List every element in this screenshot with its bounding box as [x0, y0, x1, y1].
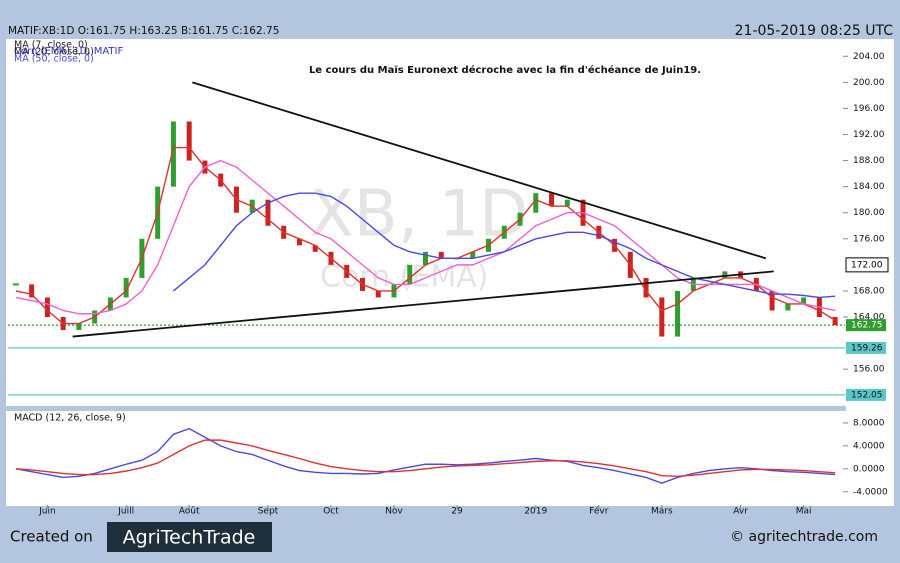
candle — [170, 121, 176, 187]
candle — [423, 251, 428, 265]
y-tick-label: 196.00 — [853, 104, 885, 114]
y-tick-label: 164.00 — [853, 313, 885, 323]
ma-line — [15, 146, 836, 325]
level-label: 159.26 — [851, 343, 883, 353]
macd-line — [15, 439, 836, 477]
trendline — [72, 270, 774, 338]
y-tick-label: 176.00 — [853, 234, 885, 244]
level-box — [846, 341, 886, 354]
level-label: 172.00 — [851, 260, 883, 270]
candle — [123, 277, 129, 298]
candle — [470, 251, 476, 259]
y-tick-label: 8.0000 — [853, 418, 885, 428]
level-box — [846, 388, 886, 401]
legend-entry: MA (20, close, 0) — [14, 47, 94, 58]
timestamp: 21-05-2019 08:25 UTC — [735, 23, 894, 39]
candle — [675, 290, 681, 337]
x-tick-label: 2019 — [524, 507, 547, 517]
candle — [29, 284, 35, 298]
y-tick-label: 4.0000 — [853, 441, 885, 451]
candle — [265, 199, 271, 226]
candle — [407, 264, 413, 285]
candle — [706, 277, 712, 279]
price-panel — [6, 39, 846, 406]
y-tick-label: 200.00 — [853, 78, 885, 88]
level-box — [846, 319, 886, 332]
brand: AgriTechTrade — [123, 527, 256, 549]
trendline — [192, 81, 767, 260]
x-tick-label: Mai — [796, 507, 812, 517]
x-tick-label: Juin — [38, 507, 56, 517]
x-tick-label: Juill — [117, 507, 134, 517]
y-tick-label: 0.0000 — [853, 464, 885, 474]
macd-panel — [6, 411, 846, 506]
x-tick-label: Août — [179, 507, 200, 517]
axis-panel — [846, 39, 894, 506]
candle — [438, 251, 444, 259]
ma-line — [172, 192, 836, 299]
y-tick-label: 188.00 — [853, 156, 885, 166]
candle — [533, 193, 539, 213]
y-tick-label: 180.00 — [853, 208, 885, 218]
candle — [549, 193, 555, 207]
watermark: XB, 1D — [310, 178, 528, 252]
x-tick-label: Avr — [733, 507, 748, 517]
legend-entry: MA (50, close, 0) — [14, 54, 94, 65]
candle — [44, 297, 50, 318]
candle — [76, 323, 82, 331]
macd-title: MACD (12, 26, close, 9) — [14, 413, 126, 424]
candle — [375, 290, 381, 298]
site: © agritechtrade.com — [730, 529, 878, 545]
candle — [832, 317, 838, 326]
level-label: 152.05 — [851, 390, 883, 400]
macd-line — [15, 427, 836, 484]
level-box — [845, 257, 889, 273]
x-tick-label: Mars — [651, 507, 673, 517]
y-tick-label: 204.00 — [853, 52, 885, 62]
x-tick-label: Oct — [323, 507, 339, 517]
y-tick-label: 184.00 — [853, 182, 885, 192]
y-tick-label: 156.00 — [853, 365, 885, 375]
x-tick-label: Nov — [385, 507, 403, 517]
candle — [296, 238, 302, 246]
y-tick-label: -4.0000 — [853, 487, 888, 497]
candle — [643, 277, 649, 298]
logo — [107, 522, 272, 552]
candle — [785, 303, 791, 311]
x-tick-label: 29 — [451, 507, 463, 517]
created-on: Created on — [10, 528, 93, 546]
legend-entry: MA (7, close, 0) — [14, 40, 88, 51]
x-tick-label: Févr — [589, 506, 609, 517]
candle — [769, 290, 775, 311]
symbol-label: Corn (EMA) 1D, MATIF — [14, 46, 123, 57]
candle — [801, 297, 807, 304]
header: MATIF:XB:1D O:161.75 H:163.25 B:161.75 C… — [8, 25, 279, 37]
candle — [312, 245, 318, 252]
y-tick-label: 168.00 — [853, 286, 885, 296]
level-label: 162.75 — [851, 321, 883, 331]
ma-line — [15, 159, 836, 315]
candle — [722, 271, 728, 278]
y-tick-label: 192.00 — [853, 130, 885, 140]
annotation: Le cours du Maïs Euronext décroche avec … — [309, 64, 701, 76]
candle — [564, 199, 570, 207]
candle — [659, 297, 665, 337]
candle — [186, 121, 192, 161]
x-tick-label: Sept — [258, 507, 279, 517]
